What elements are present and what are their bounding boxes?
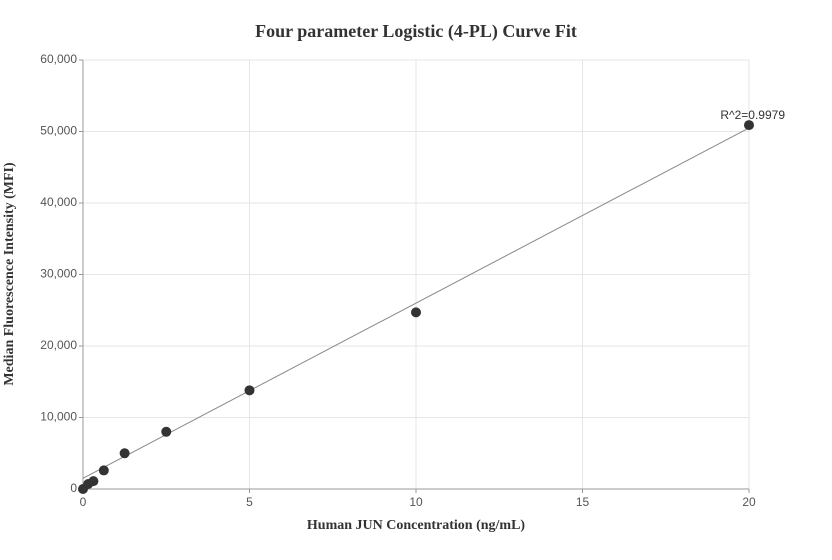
fit-line (82, 127, 750, 479)
x-tick-label: 0 (80, 495, 87, 509)
y-tick-label: 10,000 (40, 410, 77, 424)
y-tick-label: 40,000 (40, 195, 77, 209)
data-point (744, 120, 754, 131)
x-tick-label: 20 (742, 495, 756, 509)
chart-title: Four parameter Logistic (4-PL) Curve Fit (255, 21, 577, 42)
x-tick-label: 10 (409, 495, 423, 509)
data-point (161, 426, 172, 437)
data-point (119, 448, 130, 459)
y-tick-label: 20,000 (40, 338, 77, 352)
data-point (88, 476, 99, 487)
y-tick-label: 60,000 (40, 52, 77, 66)
annotation: R^2=0.9979 (720, 108, 785, 122)
y-tick-label: 50,000 (40, 124, 77, 138)
x-axis-label: Human JUN Concentration (ng/mL) (307, 518, 526, 533)
y-tick-label: 0 (70, 481, 77, 495)
data-point (98, 465, 109, 476)
x-tick-label: 5 (246, 495, 253, 509)
x-tick-label: 15 (576, 495, 590, 509)
data-point (244, 385, 255, 396)
y-tick-label: 30,000 (40, 267, 77, 281)
y-axis-label: Median Fluorescence Intensity (MFI) (2, 162, 17, 386)
data-point (411, 307, 421, 318)
